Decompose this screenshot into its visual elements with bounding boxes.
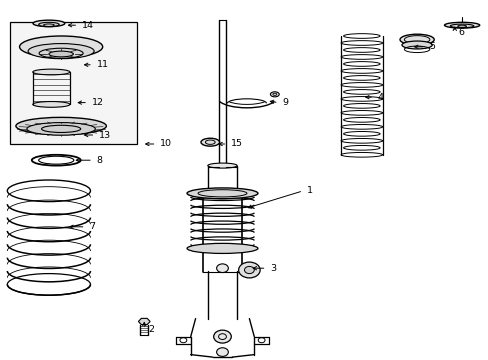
Circle shape: [238, 262, 260, 278]
Text: 4: 4: [377, 93, 383, 102]
Ellipse shape: [33, 102, 70, 107]
Text: 8: 8: [97, 156, 102, 165]
Circle shape: [216, 264, 228, 273]
Ellipse shape: [28, 44, 94, 59]
Text: 1: 1: [306, 186, 312, 195]
Text: 15: 15: [231, 139, 243, 148]
Ellipse shape: [207, 194, 237, 199]
Text: 13: 13: [99, 130, 111, 139]
Ellipse shape: [16, 117, 106, 135]
Ellipse shape: [27, 122, 95, 135]
Circle shape: [213, 330, 231, 343]
Ellipse shape: [449, 24, 473, 28]
Ellipse shape: [33, 69, 70, 75]
Text: 9: 9: [282, 98, 288, 107]
Text: 3: 3: [270, 264, 276, 273]
Ellipse shape: [49, 51, 73, 57]
Ellipse shape: [186, 243, 258, 253]
Ellipse shape: [20, 36, 102, 58]
Text: 2: 2: [148, 325, 154, 334]
Text: 7: 7: [89, 222, 95, 231]
Ellipse shape: [444, 22, 479, 28]
Text: 14: 14: [82, 21, 94, 30]
Polygon shape: [138, 318, 150, 325]
Ellipse shape: [201, 138, 219, 146]
Bar: [10, 22, 137, 144]
Circle shape: [244, 266, 254, 274]
Text: 12: 12: [92, 98, 104, 107]
Text: 5: 5: [428, 42, 434, 51]
Ellipse shape: [270, 92, 279, 97]
Circle shape: [216, 348, 228, 356]
Ellipse shape: [33, 20, 64, 27]
Text: 6: 6: [458, 28, 464, 37]
Text: 10: 10: [160, 139, 172, 148]
Ellipse shape: [401, 41, 431, 49]
Ellipse shape: [186, 188, 258, 199]
Ellipse shape: [203, 191, 242, 198]
Ellipse shape: [39, 22, 59, 27]
Ellipse shape: [207, 163, 237, 168]
Text: 11: 11: [97, 60, 109, 69]
Ellipse shape: [399, 34, 433, 45]
